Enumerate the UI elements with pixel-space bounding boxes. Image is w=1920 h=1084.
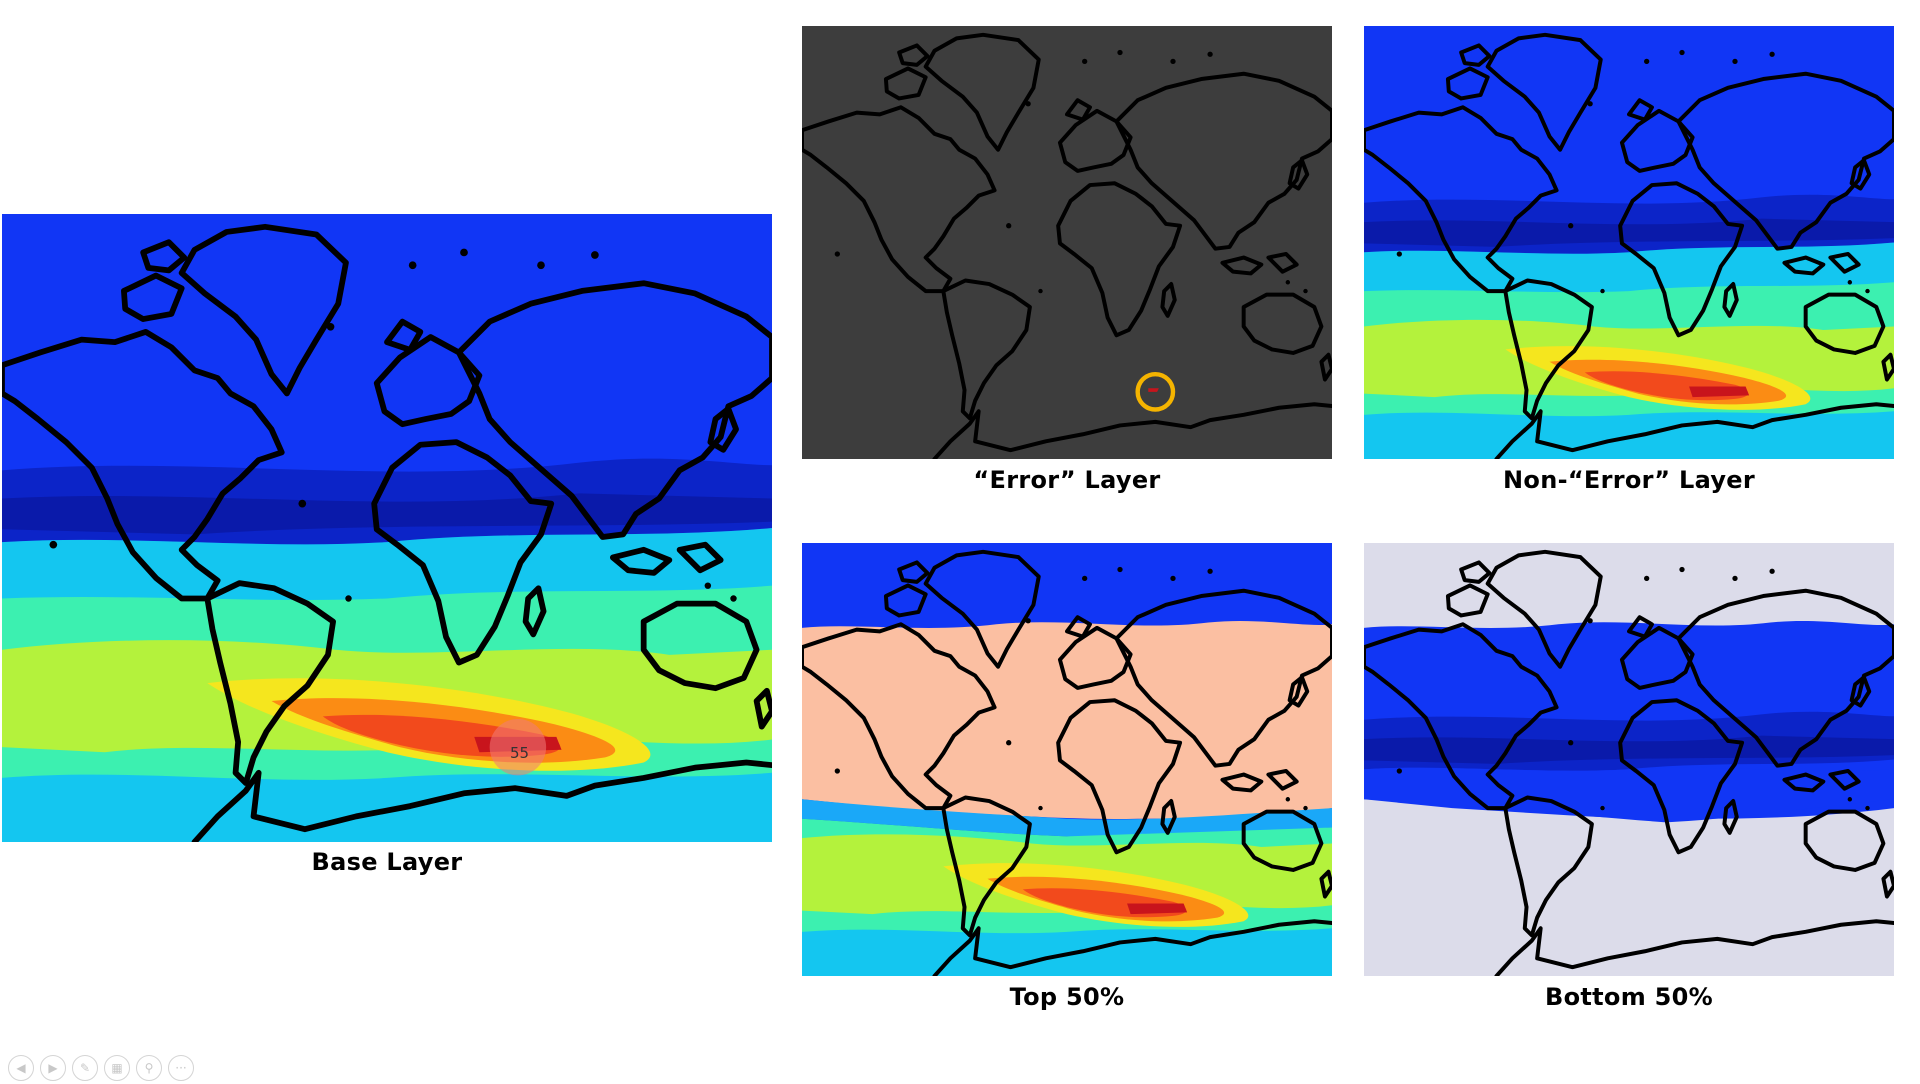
top-50-caption: Top 50% — [1009, 983, 1125, 1011]
base-layer-map: 55 — [2, 214, 772, 842]
bottom-50-map — [1364, 543, 1894, 976]
error-layer-caption: “Error” Layer — [973, 466, 1161, 494]
zoom-icon[interactable]: ⚲ — [136, 1055, 162, 1081]
non-error-layer-map — [1364, 26, 1894, 459]
error-highlight-ring — [1135, 371, 1176, 412]
base-layer-caption: Base Layer — [311, 848, 463, 876]
base-marker-value: 55 — [510, 744, 530, 762]
error-layer-map — [802, 26, 1332, 459]
non-error-layer-caption: Non-“Error” Layer — [1503, 466, 1755, 494]
base-marker-halo — [489, 718, 547, 776]
more-icon[interactable]: ··· — [168, 1055, 194, 1081]
next-icon[interactable]: ▶ — [40, 1055, 66, 1081]
slides-icon[interactable]: ▦ — [104, 1055, 130, 1081]
slideshow-toolbar: ◀ ▶ ✎ ▦ ⚲ ··· — [8, 1052, 194, 1084]
pen-icon[interactable]: ✎ — [72, 1055, 98, 1081]
bottom-50-caption: Bottom 50% — [1544, 983, 1714, 1011]
top-50-map — [802, 543, 1332, 976]
prev-icon[interactable]: ◀ — [8, 1055, 34, 1081]
